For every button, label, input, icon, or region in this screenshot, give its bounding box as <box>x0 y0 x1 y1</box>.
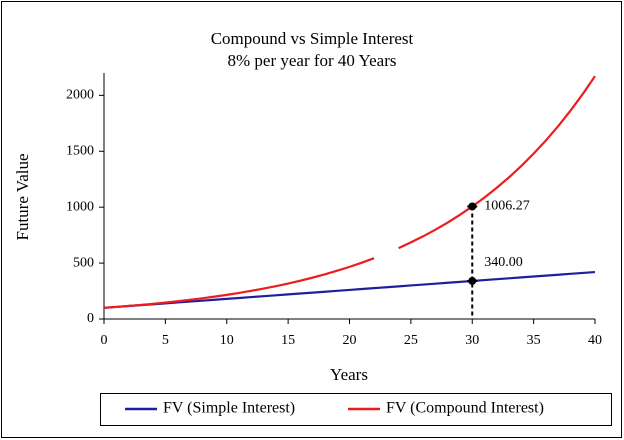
y-tick-label: 2000 <box>66 88 94 103</box>
y-tick-label: 500 <box>73 255 94 270</box>
legend-label: FV (Simple Interest) <box>163 400 295 417</box>
series-line <box>103 270 596 309</box>
x-tick-label: 10 <box>220 333 234 348</box>
y-tick-label: 1000 <box>66 199 94 214</box>
x-tick-label: 15 <box>281 333 295 348</box>
x-tick-label: 40 <box>588 333 602 348</box>
legend-label: FV (Compound Interest) <box>386 400 544 417</box>
x-tick-label: 20 <box>343 333 357 348</box>
chart-subtitle: 8% per year for 40 Years <box>227 51 396 70</box>
x-tick-label: 25 <box>404 333 418 348</box>
series-line <box>103 75 596 309</box>
annotation-label: 340.00 <box>484 255 523 270</box>
x-tick-label: 35 <box>527 333 541 348</box>
y-tick-label: 1500 <box>66 143 94 158</box>
annotation-label: 1006.27 <box>484 199 530 214</box>
x-tick-label: 5 <box>162 333 169 348</box>
legend <box>100 393 612 426</box>
y-tick-label: 0 <box>87 311 94 326</box>
x-axis-label: Years <box>330 365 368 384</box>
x-tick-label: 0 <box>101 333 108 348</box>
chart-title: Compound vs Simple Interest <box>211 29 414 48</box>
y-axis-label: Future Value <box>13 153 32 240</box>
x-tick-label: 30 <box>465 333 479 348</box>
